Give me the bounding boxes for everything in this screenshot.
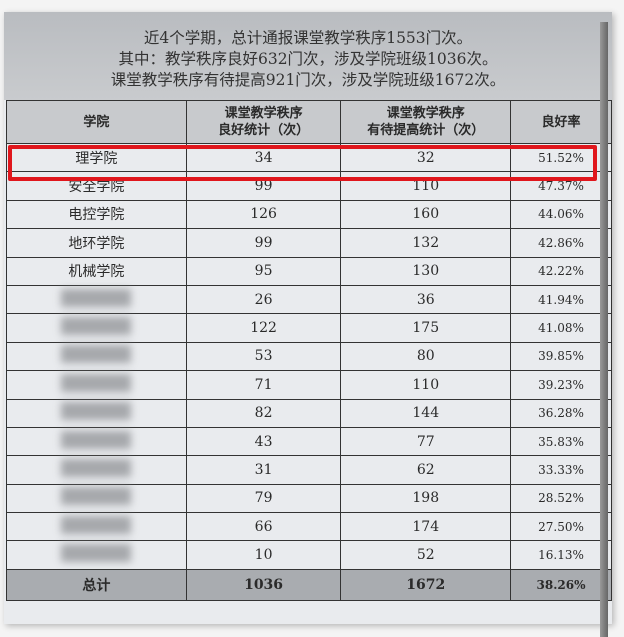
good-rate-cell: 27.50% <box>510 512 612 542</box>
header-good-rate: 良好率 <box>510 100 612 144</box>
good-rate-cell: 41.08% <box>510 313 612 343</box>
good-rate-cell: 44.06% <box>510 199 612 230</box>
table-row: 122 175 41.08% <box>6 313 612 343</box>
improve-count-cell: 132 <box>340 228 512 258</box>
redacted-name <box>61 288 132 307</box>
improve-count-cell: 77 <box>340 426 512 457</box>
college-name-cell <box>6 426 187 457</box>
good-rate-cell: 42.22% <box>510 256 612 286</box>
table-row: 82 144 36.28% <box>6 398 612 428</box>
header-line: 有待提高统计（次） <box>367 123 485 138</box>
header-improve-count: 课堂教学秩序有待提高统计（次） <box>340 100 512 144</box>
table-row: 31 62 33.33% <box>6 455 612 485</box>
good-count-cell: 99 <box>185 228 342 258</box>
good-count-cell: 26 <box>185 284 342 315</box>
good-count-cell: 126 <box>185 199 342 230</box>
good-count-cell: 122 <box>185 313 342 343</box>
college-name-cell <box>6 455 187 485</box>
document-photo: 近4个学期，总计通报课堂教学秩序1553门次。 其中：教学秩序良好632门次，涉… <box>4 12 612 637</box>
redacted-name <box>61 430 132 449</box>
total-row: 总计 1036 1672 38.26% <box>6 568 612 601</box>
college-name-cell: 电控学院 <box>6 199 187 230</box>
college-name-cell: 总计 <box>6 568 187 601</box>
redacted-name <box>61 317 132 336</box>
good-rate-cell: 42.86% <box>510 228 612 258</box>
college-name-cell <box>6 512 187 542</box>
redacted-name <box>61 458 132 477</box>
redacted-name <box>61 515 132 534</box>
improve-count-cell: 80 <box>340 341 512 372</box>
improve-count-cell: 130 <box>340 256 512 286</box>
improve-count-cell: 110 <box>340 171 512 201</box>
college-name-cell: 机械学院 <box>6 256 187 286</box>
table-row: 10 52 16.13% <box>6 540 612 570</box>
good-count-cell: 95 <box>185 256 342 286</box>
college-name-cell <box>6 483 187 514</box>
header-good-count: 课堂教学秩序 良好统计（次） <box>185 100 342 144</box>
college-name-cell <box>6 313 187 343</box>
good-count-cell: 10 <box>185 540 342 570</box>
college-name-cell <box>6 370 187 400</box>
table-row: 电控学院 126 160 44.06% <box>6 199 612 230</box>
redacted-name <box>61 402 132 421</box>
improve-count-cell: 198 <box>340 483 512 514</box>
table-row: 地环学院 99 132 42.86% <box>6 228 612 258</box>
improve-count-cell: 175 <box>340 313 512 343</box>
improve-count-cell: 52 <box>340 540 512 570</box>
improve-count-cell: 36 <box>340 284 512 315</box>
improve-count-cell: 110 <box>340 370 512 400</box>
table-row: 53 80 39.85% <box>6 341 612 372</box>
good-count-cell: 71 <box>185 370 342 400</box>
table-row: 79 198 28.52% <box>6 483 612 514</box>
header-college: 学院 <box>6 100 187 144</box>
table-row: 43 77 35.83% <box>6 426 612 457</box>
good-rate-cell: 33.33% <box>510 455 612 485</box>
header-line: 课堂教学秩序 <box>224 106 303 121</box>
good-rate-cell: 38.26% <box>510 568 612 601</box>
good-count-cell: 79 <box>185 483 342 514</box>
good-rate-cell: 28.52% <box>510 483 612 514</box>
table-row: 机械学院 95 130 42.22% <box>6 256 612 286</box>
college-name-cell <box>6 341 187 372</box>
college-name-cell <box>6 284 187 315</box>
improve-count-cell: 1672 <box>340 568 512 601</box>
redacted-name <box>61 544 132 563</box>
redacted-name <box>61 487 132 506</box>
improve-count-cell: 62 <box>340 455 512 485</box>
improve-count-cell: 160 <box>340 199 512 230</box>
summary-line-1: 近4个学期，总计通报课堂教学秩序1553门次。 <box>143 29 473 47</box>
table-row: 71 110 39.23% <box>6 370 612 400</box>
college-statistics-table: 学院 课堂教学秩序 良好统计（次） 课堂教学秩序 有待提高统计（次） 良好率 理学院… <box>6 100 612 601</box>
good-count-cell: 43 <box>185 426 342 457</box>
table-row: 66 174 27.50% <box>6 512 612 542</box>
redacted-name <box>61 373 132 392</box>
good-rate-cell: 16.13% <box>510 540 612 570</box>
good-count-cell: 1036 <box>185 568 342 601</box>
summary-text: 近4个学期，总计通报课堂教学秩序1553门次。 其中：教学秩序良好632门次，涉… <box>4 12 612 100</box>
paper-edge <box>600 22 608 637</box>
good-rate-cell: 39.23% <box>510 370 612 400</box>
redacted-name <box>61 345 132 364</box>
good-count-cell: 66 <box>185 512 342 542</box>
good-rate-cell: 35.83% <box>510 426 612 457</box>
summary-line-3: 课堂教学秩序有待提高921门次，涉及学院班级1672次。 <box>110 71 506 89</box>
table-row: 26 36 41.94% <box>6 284 612 315</box>
improve-count-cell: 174 <box>340 512 512 542</box>
header-line: 良好统计（次） <box>218 123 310 138</box>
highlight-box <box>8 145 597 181</box>
good-count-cell: 53 <box>185 341 342 372</box>
summary-line-2: 其中：教学秩序良好632门次，涉及学院班级1036次。 <box>118 50 498 68</box>
college-name-cell: 地环学院 <box>6 228 187 258</box>
table-header-row: 学院 课堂教学秩序 良好统计（次） 课堂教学秩序 有待提高统计（次） 良好率 <box>6 100 612 144</box>
header-line: 课堂教学秩序 <box>386 106 465 121</box>
good-rate-cell: 39.85% <box>510 341 612 372</box>
improve-count-cell: 144 <box>340 398 512 428</box>
good-count-cell: 31 <box>185 455 342 485</box>
good-count-cell: 82 <box>185 398 342 428</box>
good-rate-cell: 36.28% <box>510 398 612 428</box>
good-rate-cell: 41.94% <box>510 284 612 315</box>
college-name-cell <box>6 540 187 570</box>
college-name-cell <box>6 398 187 428</box>
